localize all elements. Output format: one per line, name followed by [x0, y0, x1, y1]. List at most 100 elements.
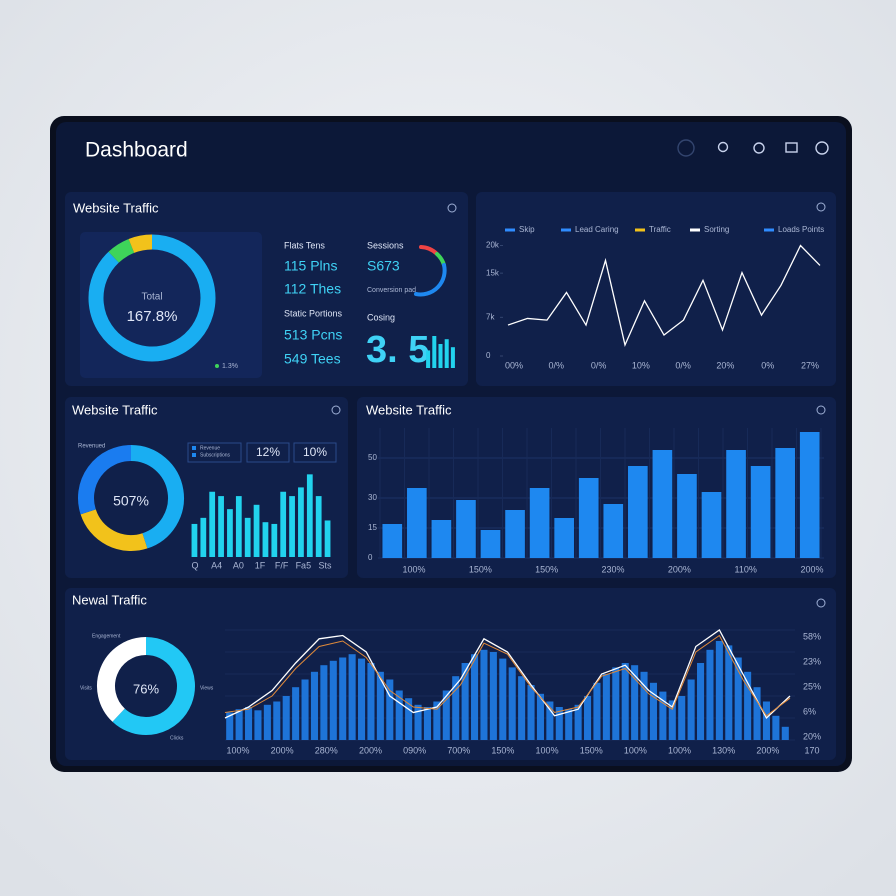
label: Cosing — [367, 312, 395, 322]
bar — [471, 654, 479, 740]
bar — [612, 667, 620, 740]
bar — [799, 432, 820, 558]
panel-menu[interactable] — [816, 202, 826, 212]
bar — [775, 448, 795, 558]
label: 1.3% — [222, 363, 238, 370]
badge — [246, 442, 290, 463]
sessions-gauge — [414, 245, 447, 297]
bar — [706, 649, 714, 740]
label: Loads Points — [778, 225, 824, 234]
bar — [282, 696, 290, 740]
label: 090% — [403, 745, 426, 755]
icon-bell[interactable] — [677, 139, 695, 157]
label: 30 — [368, 493, 377, 502]
bar — [271, 523, 278, 557]
panel-menu[interactable] — [447, 203, 457, 213]
bar — [405, 698, 413, 740]
bar — [262, 522, 269, 557]
label: 200% — [359, 745, 382, 755]
label: 58% — [803, 631, 821, 641]
donut-segment — [97, 637, 147, 722]
bar — [697, 663, 705, 740]
bar — [414, 704, 422, 740]
icon-settings[interactable] — [753, 142, 765, 154]
donut-segment — [80, 509, 148, 551]
panel-menu[interactable] — [816, 598, 826, 608]
panel — [65, 397, 348, 578]
label: Engagement — [92, 633, 121, 639]
bar — [235, 709, 243, 740]
bar — [298, 487, 304, 557]
label: 150% — [491, 745, 514, 755]
panel-menu[interactable] — [816, 405, 826, 415]
label: 200% — [668, 564, 691, 574]
bar — [273, 701, 281, 740]
bar — [593, 682, 601, 740]
label: Website Traffic — [73, 200, 159, 215]
label: 100% — [668, 745, 691, 755]
label: 27% — [801, 360, 819, 370]
donut-segment — [78, 445, 132, 515]
bar — [631, 665, 639, 740]
line-series — [224, 634, 791, 717]
label: 15 — [368, 523, 377, 532]
bar — [677, 474, 697, 558]
header-icons[interactable] — [677, 139, 829, 157]
bar — [426, 350, 431, 368]
label: Flats Tens — [284, 240, 325, 250]
bar — [450, 347, 455, 368]
bar — [263, 704, 271, 740]
label: 100% — [536, 745, 559, 755]
bar — [382, 524, 403, 558]
bar — [235, 496, 242, 557]
badge — [293, 442, 337, 463]
bar — [329, 660, 337, 740]
donut-segment — [112, 637, 195, 735]
bar — [529, 488, 550, 558]
label: Sessions — [367, 240, 404, 250]
label: 10% — [303, 445, 327, 459]
label: 100% — [402, 564, 425, 574]
bar — [227, 509, 233, 557]
label: S673 — [367, 258, 400, 274]
label: 0/% — [675, 360, 691, 370]
label: 0% — [761, 360, 774, 370]
bar — [226, 712, 234, 740]
label: 3. 5 — [366, 329, 429, 371]
bar — [218, 496, 224, 557]
panel — [476, 192, 836, 386]
label: 76% — [133, 681, 159, 696]
bar — [456, 500, 476, 558]
bar — [431, 520, 452, 558]
bar — [433, 701, 441, 740]
bar — [772, 715, 780, 740]
label: Visits — [80, 685, 92, 691]
panel-menu[interactable] — [331, 405, 341, 415]
bar — [438, 344, 443, 368]
panel-controls[interactable] — [331, 202, 826, 608]
label: 7k — [486, 312, 495, 321]
bar — [725, 645, 733, 740]
label: Total — [141, 292, 162, 303]
bar — [280, 491, 287, 557]
bar — [452, 676, 460, 740]
label: 50 — [368, 453, 377, 462]
icon-messages[interactable] — [785, 142, 798, 153]
gauge-arc — [414, 263, 447, 297]
icon-profile[interactable] — [815, 141, 829, 155]
bar — [244, 517, 251, 557]
label: 12% — [256, 445, 280, 459]
icon-search[interactable] — [717, 141, 729, 153]
line-series — [224, 629, 791, 720]
label: 112 Thes — [284, 281, 341, 297]
label: A4 — [211, 560, 222, 570]
bar — [245, 707, 253, 740]
bar — [750, 466, 771, 558]
bar — [555, 707, 563, 740]
bar — [565, 709, 573, 740]
label: Website Traffic — [366, 402, 452, 417]
bar — [744, 671, 752, 740]
bar — [687, 679, 695, 740]
donut-segment — [128, 234, 153, 254]
